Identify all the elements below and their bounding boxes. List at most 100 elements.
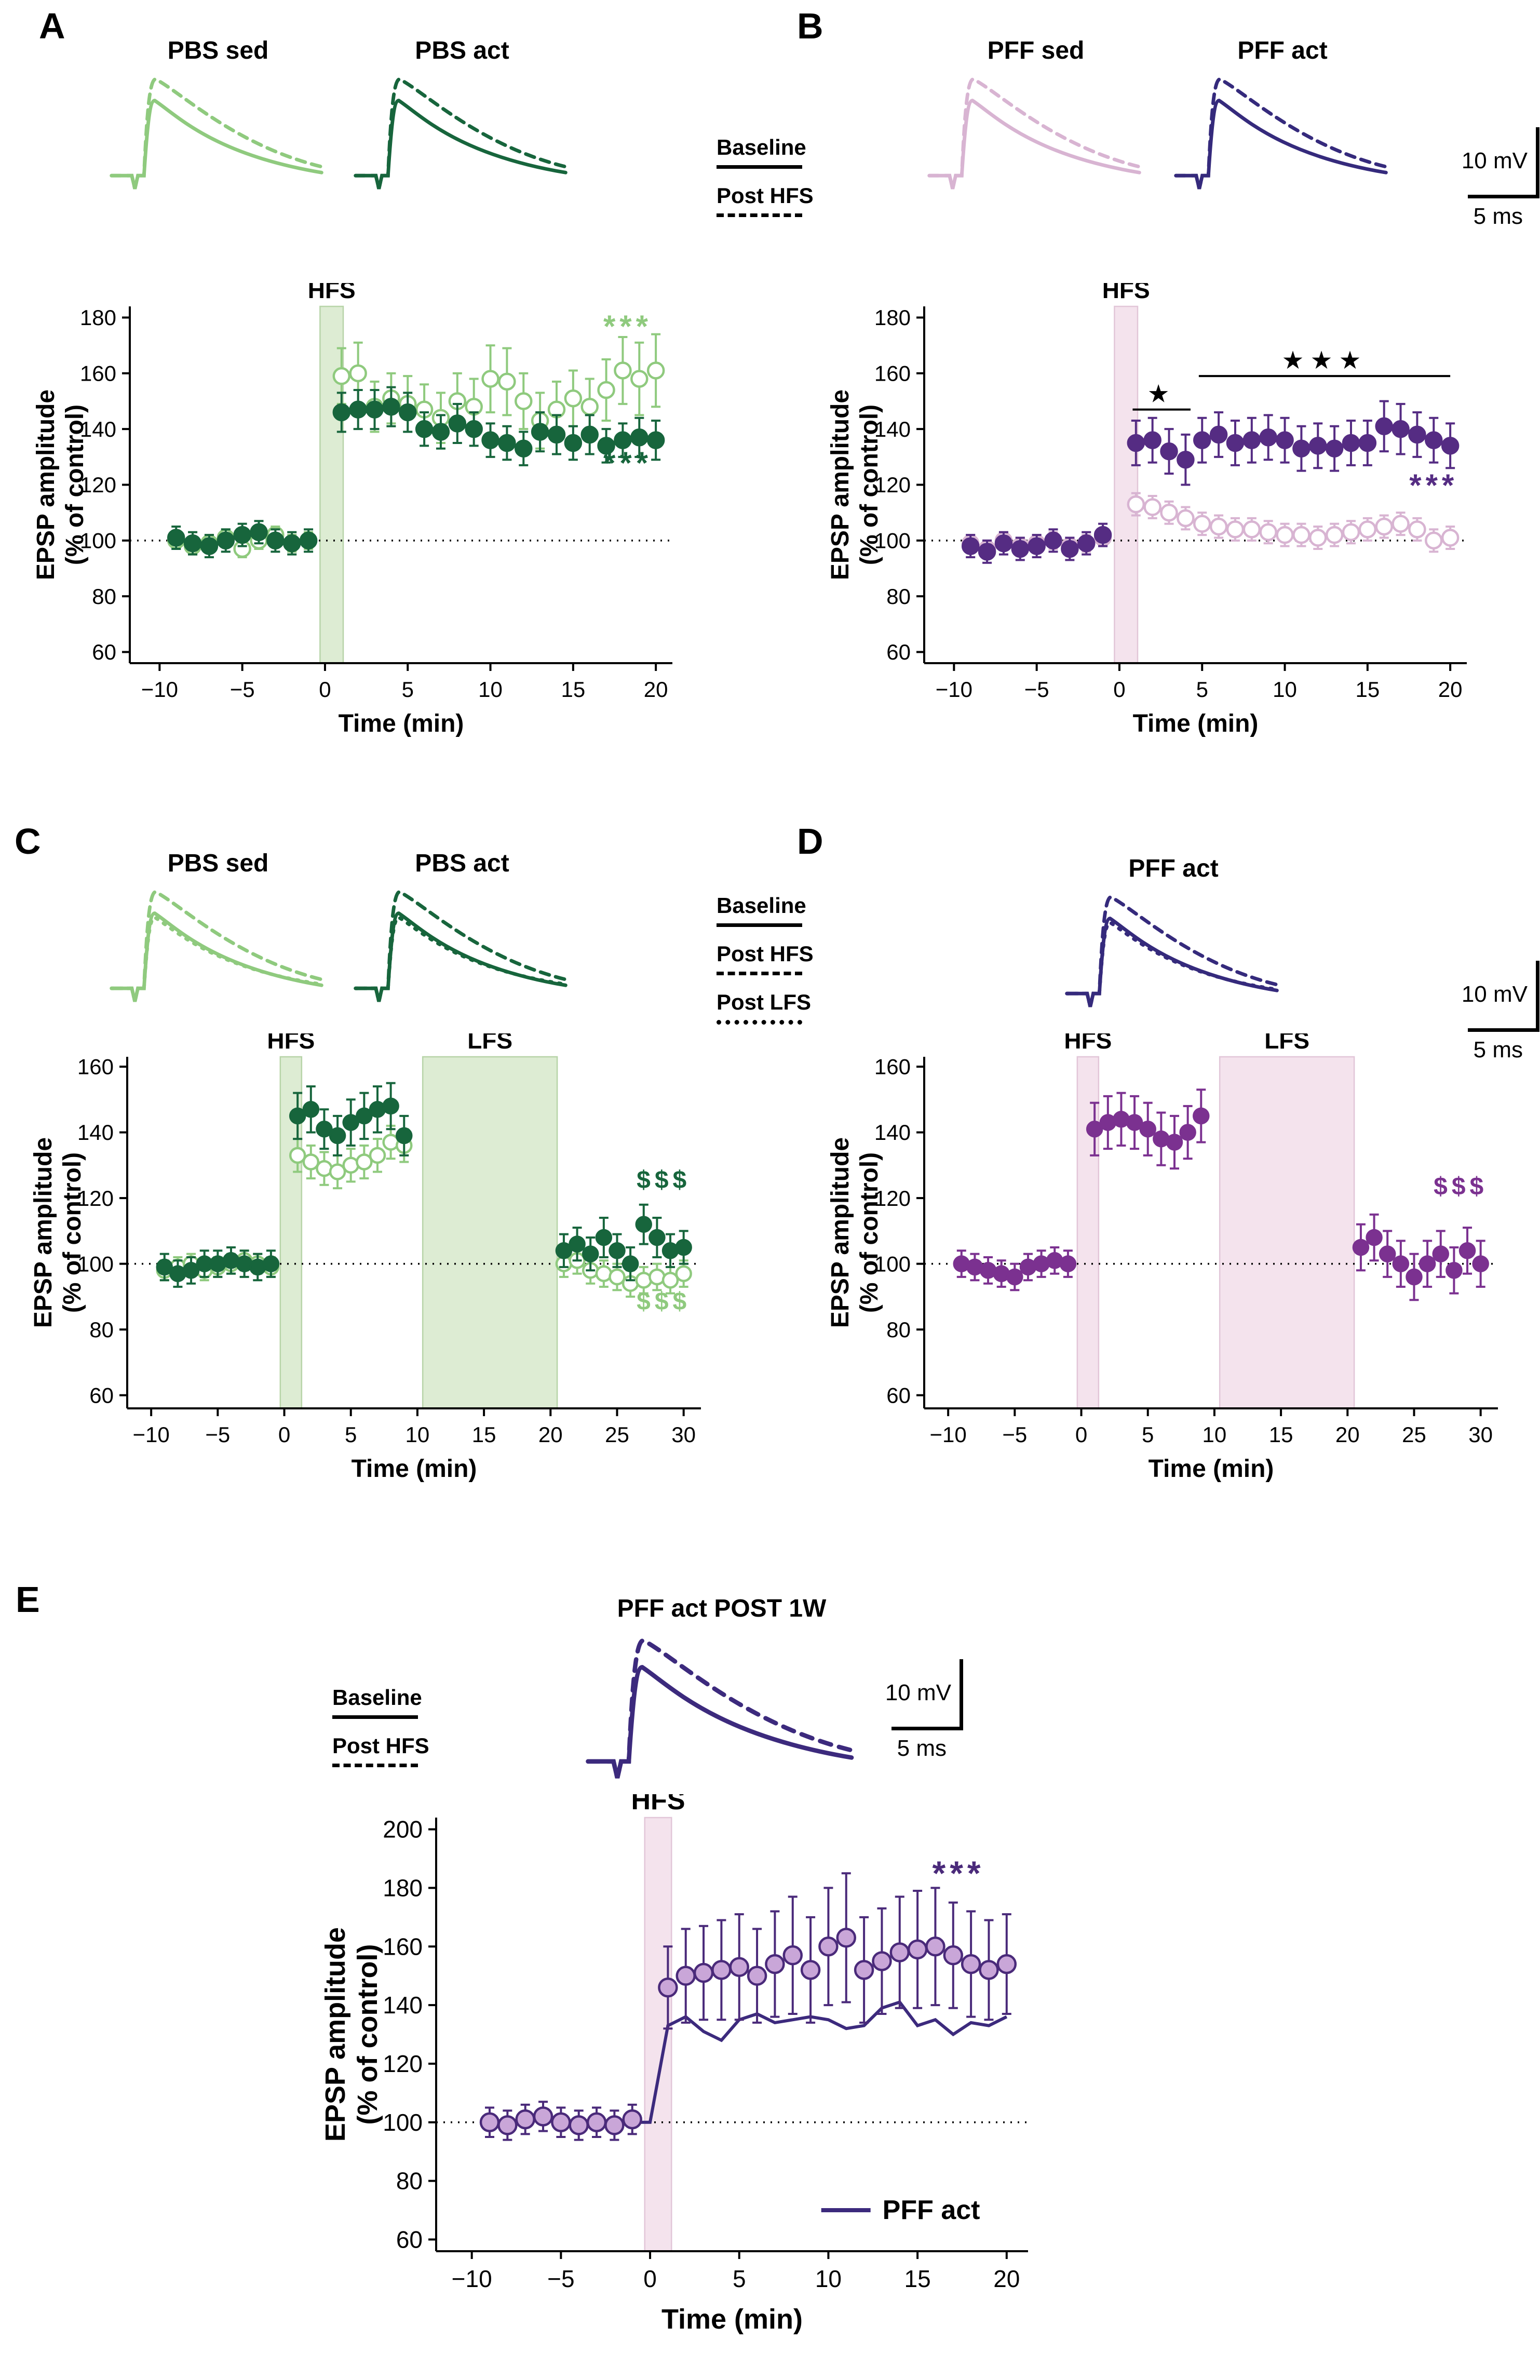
svg-text:EPSP amplitude(% of control): EPSP amplitude(% of control) bbox=[322, 1927, 383, 2142]
svg-text:60: 60 bbox=[886, 640, 911, 664]
svg-text:60: 60 bbox=[89, 1383, 114, 1407]
svg-text:10: 10 bbox=[478, 677, 503, 702]
svg-text:100: 100 bbox=[874, 1252, 911, 1276]
trace-legend: Baseline Post HFS Post LFS bbox=[717, 893, 814, 1025]
panel-letter-D: D bbox=[797, 821, 823, 862]
trace-label-pff-act: PFF act bbox=[1237, 37, 1328, 64]
panel-B: B Baseline Post HFS PFF sed PFF act 10 m… bbox=[717, 0, 1540, 789]
svg-text:***: *** bbox=[603, 309, 652, 344]
svg-text:−5: −5 bbox=[1002, 1422, 1027, 1447]
svg-text:20: 20 bbox=[993, 2265, 1020, 2292]
svg-text:120: 120 bbox=[874, 473, 911, 497]
svg-text:EPSP amplitude(% of control): EPSP amplitude(% of control) bbox=[827, 1137, 883, 1328]
panel-E: E Baseline Post HFS PFF act POST 1W 10 m… bbox=[0, 1563, 1540, 2380]
legend-post-lfs-label: Post LFS bbox=[717, 990, 812, 1014]
svg-text:160: 160 bbox=[874, 361, 911, 386]
svg-text:LFS: LFS bbox=[467, 1033, 512, 1054]
svg-text:EPSP amplitude(% of control): EPSP amplitude(% of control) bbox=[827, 389, 883, 580]
svg-text:120: 120 bbox=[383, 2050, 423, 2077]
panel-letter-B: B bbox=[797, 6, 823, 46]
svg-text:10: 10 bbox=[406, 1422, 430, 1447]
svg-text:5: 5 bbox=[1142, 1422, 1154, 1447]
trace-label-pbs-sed: PBS sed bbox=[167, 37, 269, 64]
chart-panel-C: HFS LFS −10 −5 0 5 10 15 20 25 30 60 80 100 120 140 160 T… bbox=[29, 1027, 719, 1490]
svg-text:20: 20 bbox=[538, 1422, 563, 1447]
epsp-trace-pbs-sed bbox=[106, 879, 330, 1016]
legend-item-post-hfs: Post HFS bbox=[332, 1733, 429, 1767]
svg-text:***: *** bbox=[1409, 468, 1458, 503]
svg-text:10: 10 bbox=[815, 2265, 842, 2292]
panel-letter-A: A bbox=[39, 6, 65, 46]
svg-text:25: 25 bbox=[605, 1422, 629, 1447]
svg-text:Time (min): Time (min) bbox=[352, 1455, 477, 1483]
trace-block-pff-act-post1w: PFF act POST 1W bbox=[571, 1594, 872, 1796]
svg-text:120: 120 bbox=[80, 473, 116, 497]
svg-text:5: 5 bbox=[733, 2265, 746, 2292]
svg-text:0: 0 bbox=[278, 1422, 290, 1447]
chart-panel-A: HFS −10 −5 0 5 10 15 20 60 80 100 120 140 160 180 Time … bbox=[31, 276, 691, 745]
epsp-trace-pff-act bbox=[1171, 66, 1394, 203]
svg-text:15: 15 bbox=[472, 1422, 496, 1447]
svg-text:−5: −5 bbox=[547, 2265, 574, 2292]
svg-text:HFS: HFS bbox=[1102, 283, 1150, 303]
svg-text:140: 140 bbox=[874, 417, 911, 441]
svg-text:140: 140 bbox=[77, 1120, 114, 1145]
svg-text:Time (min): Time (min) bbox=[339, 710, 464, 737]
svg-text:5: 5 bbox=[402, 677, 414, 702]
epsp-trace-pff-sed bbox=[924, 66, 1147, 203]
legend-item-post-hfs: Post HFS bbox=[717, 942, 814, 975]
legend-baseline-label: Baseline bbox=[717, 135, 806, 159]
panel-D: D Baseline Post HFS Post LFS PFF act 10 … bbox=[717, 810, 1540, 1563]
legend-item-baseline: Baseline bbox=[717, 135, 814, 169]
scale-bar: 10 mV 5 ms bbox=[1417, 127, 1539, 230]
svg-text:HFS: HFS bbox=[631, 1794, 685, 1816]
svg-text:80: 80 bbox=[396, 2168, 423, 2195]
svg-text:−10: −10 bbox=[452, 2265, 492, 2292]
scalebar-ms-label: 5 ms bbox=[897, 1736, 947, 1761]
svg-text:−10: −10 bbox=[930, 1422, 967, 1447]
trace-block-pff-sed: PFF sed bbox=[916, 36, 1155, 203]
panel-C: C PBS sed PBS act HFS LFS −10 −5 0 5 10 15 20 25 3… bbox=[15, 810, 758, 1563]
svg-text:EPSP amplitude(% of control): EPSP amplitude(% of control) bbox=[30, 1137, 86, 1328]
legend-post-hfs-label: Post HFS bbox=[332, 1733, 429, 1758]
legend-item-post-lfs: Post LFS bbox=[717, 990, 814, 1025]
svg-text:HFS: HFS bbox=[1064, 1033, 1112, 1054]
svg-text:160: 160 bbox=[77, 1055, 114, 1079]
svg-text:100: 100 bbox=[874, 529, 911, 553]
svg-text:180: 180 bbox=[80, 305, 116, 330]
svg-text:0: 0 bbox=[1075, 1422, 1087, 1447]
svg-text:30: 30 bbox=[671, 1422, 696, 1447]
trace-label-pbs-act: PBS act bbox=[415, 850, 509, 877]
svg-text:160: 160 bbox=[874, 1055, 911, 1079]
legend-baseline-line bbox=[332, 1715, 418, 1719]
svg-text:100: 100 bbox=[383, 2109, 423, 2136]
svg-text:0: 0 bbox=[1113, 677, 1125, 702]
trace-label-pff-act: PFF act bbox=[1128, 855, 1219, 882]
panel-A: A PBS sed PBS act HFS −10 −5 0 5 10 15 20 60 80 10… bbox=[21, 0, 758, 789]
scalebar-mv-label: 10 mV bbox=[1461, 981, 1528, 1007]
scale-bar: 10 mV 5 ms bbox=[1417, 961, 1539, 1063]
svg-text:5: 5 bbox=[345, 1422, 357, 1447]
svg-text:$$$: $$$ bbox=[637, 1288, 691, 1315]
scalebar-ms-label: 5 ms bbox=[1473, 1037, 1523, 1063]
svg-text:180: 180 bbox=[874, 305, 911, 330]
svg-text:−5: −5 bbox=[205, 1422, 230, 1447]
chart-panel-E: HFS −10 −5 0 5 10 15 20 60 80 100 120 140 160 180 200 Ti… bbox=[320, 1785, 1049, 2342]
svg-text:5: 5 bbox=[1196, 677, 1208, 702]
svg-text:HFS: HFS bbox=[267, 1033, 315, 1054]
svg-text:180: 180 bbox=[383, 1875, 423, 1902]
svg-text:10: 10 bbox=[1273, 677, 1297, 702]
svg-text:80: 80 bbox=[92, 584, 116, 609]
svg-text:15: 15 bbox=[561, 677, 585, 702]
trace-block-pff-act: PFF act bbox=[1163, 36, 1402, 203]
svg-text:120: 120 bbox=[77, 1186, 114, 1211]
svg-text:***: *** bbox=[933, 1854, 985, 1892]
epsp-trace-pbs-act bbox=[350, 66, 574, 203]
svg-text:120: 120 bbox=[874, 1186, 911, 1211]
svg-text:140: 140 bbox=[383, 1992, 423, 2019]
svg-text:140: 140 bbox=[80, 417, 116, 441]
epsp-trace-pbs-act bbox=[350, 879, 574, 1016]
svg-text:20: 20 bbox=[1335, 1422, 1360, 1447]
svg-text:$$$: $$$ bbox=[1434, 1173, 1488, 1201]
legend-item-post-hfs: Post HFS bbox=[717, 183, 814, 217]
